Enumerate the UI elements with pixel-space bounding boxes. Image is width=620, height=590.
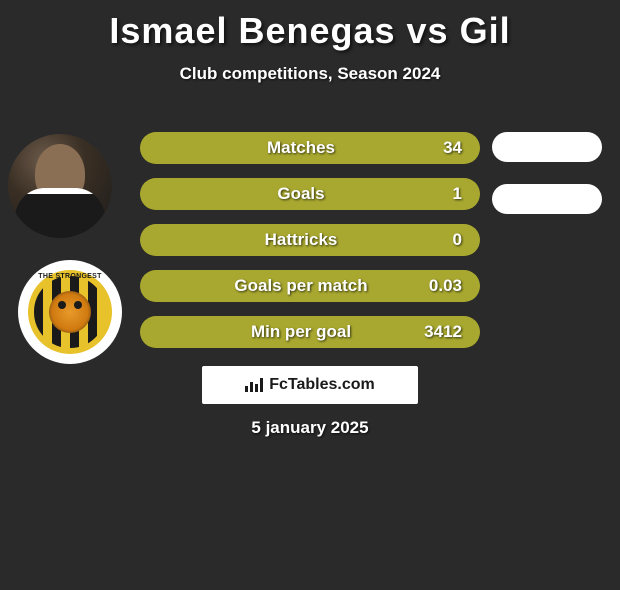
stat-row: Hattricks0: [140, 224, 480, 256]
tiger-icon: [49, 291, 91, 333]
stat-row: Min per goal3412: [140, 316, 480, 348]
date-label: 5 january 2025: [0, 418, 620, 438]
stats-container: Matches34 Goals1 Hattricks0 Goals per match…: [140, 132, 480, 362]
subtitle: Club competitions, Season 2024: [0, 64, 620, 84]
club-badge-text: THE STRONGEST: [34, 273, 106, 280]
stat-label: Goals: [140, 184, 462, 204]
stat-label: Min per goal: [140, 322, 462, 342]
stat-value: 1: [453, 184, 462, 204]
player1-avatar: [8, 134, 112, 238]
stat-value: 34: [443, 138, 462, 158]
page-title: Ismael Benegas vs Gil: [0, 10, 620, 52]
stat-value: 3412: [424, 322, 462, 342]
stat-value: 0.03: [429, 276, 462, 296]
club-badge-inner: THE STRONGEST: [28, 270, 112, 354]
avatar-head-shape: [35, 144, 85, 204]
player2-pill: [492, 132, 602, 162]
player2-pill: [492, 184, 602, 214]
brand-box: FcTables.com: [202, 366, 418, 404]
stat-value: 0: [453, 230, 462, 250]
stat-row: Goals1: [140, 178, 480, 210]
club-badge: THE STRONGEST: [18, 260, 122, 364]
stat-label: Goals per match: [140, 276, 462, 296]
stat-label: Hattricks: [140, 230, 462, 250]
brand-chart-icon: [245, 378, 263, 392]
stat-row: Goals per match0.03: [140, 270, 480, 302]
stat-row: Matches34: [140, 132, 480, 164]
stat-label: Matches: [140, 138, 462, 158]
brand-label: FcTables.com: [269, 376, 375, 394]
